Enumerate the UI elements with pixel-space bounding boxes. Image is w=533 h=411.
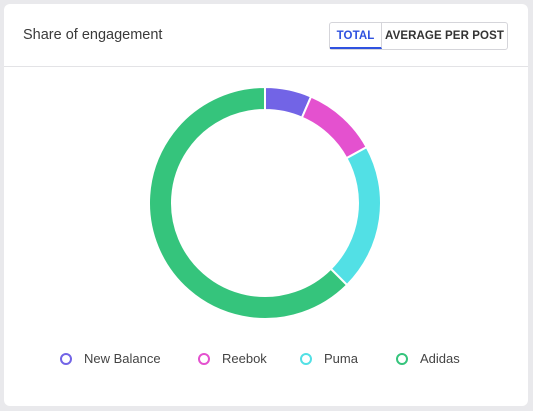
legend-swatch-adidas — [396, 352, 408, 365]
legend-item-adidas[interactable]: Adidas — [396, 351, 460, 366]
legend-swatch-new-balance — [60, 352, 72, 365]
legend-swatch-puma — [300, 352, 312, 365]
legend-swatch-reebok — [198, 352, 210, 365]
legend-item-puma[interactable]: Puma — [300, 351, 358, 366]
engagement-card: Share of engagement TOTAL AVERAGE PER PO… — [4, 4, 528, 406]
donut-slice-puma[interactable] — [329, 145, 382, 287]
tab-average-per-post[interactable]: AVERAGE PER POST — [385, 30, 504, 42]
chart-legend: New Balance Reebok Puma Adidas — [4, 351, 528, 371]
legend-label-adidas: Adidas — [420, 351, 460, 366]
legend-item-reebok[interactable]: Reebok — [198, 351, 267, 366]
tab-total[interactable]: TOTAL — [330, 23, 382, 49]
donut-slice-reebok[interactable] — [300, 95, 369, 160]
donut-chart — [148, 85, 382, 320]
legend-item-new-balance[interactable]: New Balance — [60, 351, 161, 366]
metric-toggle: TOTAL AVERAGE PER POST — [329, 22, 508, 50]
donut-slice-adidas[interactable] — [148, 85, 349, 320]
legend-label-puma: Puma — [324, 351, 358, 366]
card-header: Share of engagement TOTAL AVERAGE PER PO… — [4, 4, 528, 67]
card-title: Share of engagement — [23, 27, 163, 43]
legend-label-reebok: Reebok — [222, 351, 267, 366]
legend-label-new-balance: New Balance — [84, 351, 161, 366]
